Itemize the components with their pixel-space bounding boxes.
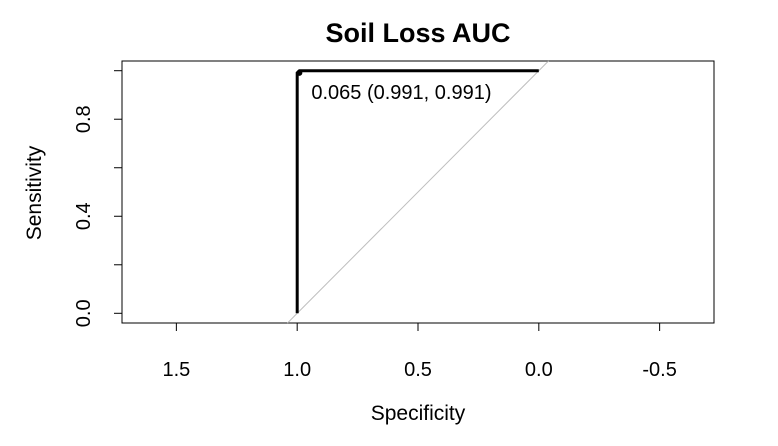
chart-title: Soil Loss AUC <box>325 18 510 48</box>
x-tick-label: 0.5 <box>404 359 432 381</box>
y-tick-label: 0.4 <box>73 202 95 230</box>
threshold-point <box>296 69 303 76</box>
plot-area: 1.5 1.0 0.5 0.0 -0.5 0.0 0.4 0.8 0.065 (0.991, 0… <box>73 60 715 381</box>
x-axis-title: Specificity <box>371 402 466 425</box>
reference-diagonal-line <box>287 60 549 324</box>
x-tick-label: -0.5 <box>642 359 676 381</box>
y-axis-title: Sensitivity <box>23 145 46 240</box>
y-tick-label: 0.8 <box>73 105 95 133</box>
y-tick-label: 0.0 <box>73 299 95 327</box>
x-tick-label: 1.0 <box>283 359 311 381</box>
threshold-label: 0.065 (0.991, 0.991) <box>311 82 491 104</box>
x-tick-label: 1.5 <box>162 359 190 381</box>
x-tick-label: 0.0 <box>525 359 553 381</box>
